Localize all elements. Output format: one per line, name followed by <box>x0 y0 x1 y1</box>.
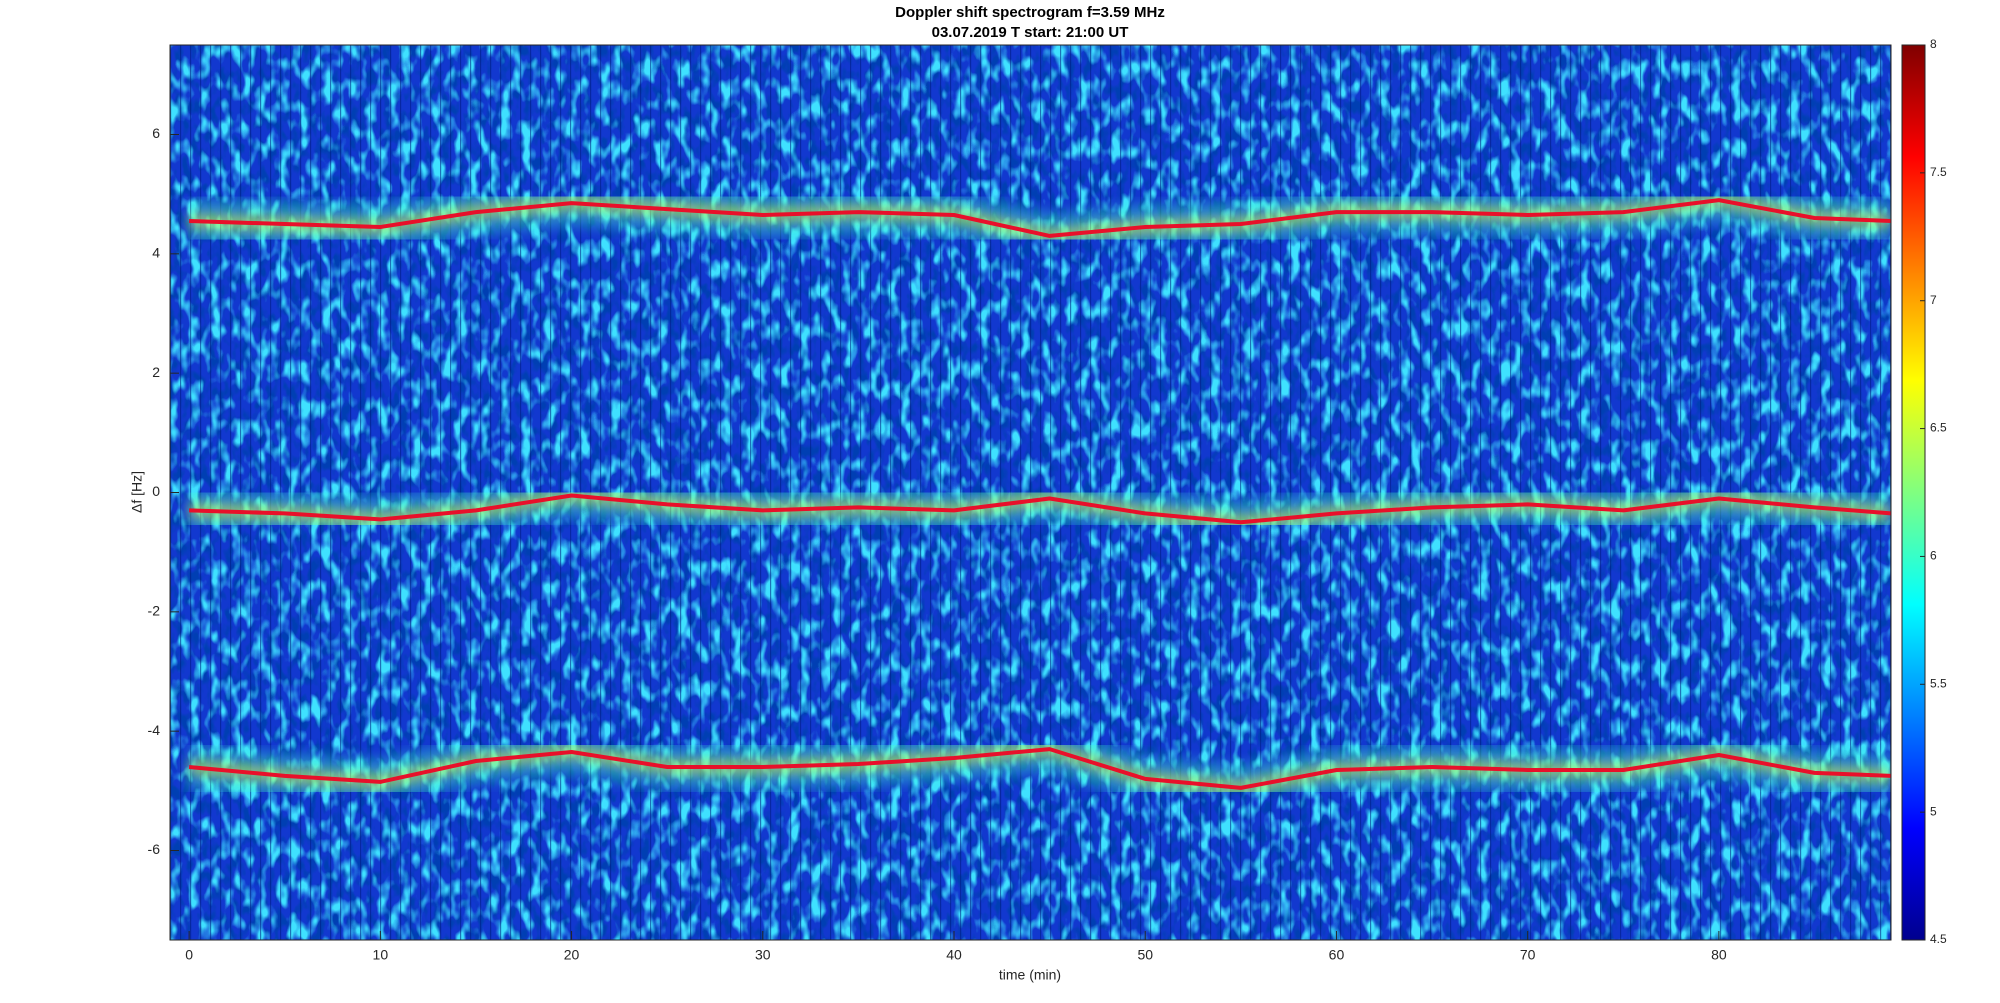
colorbar-tick-label: 8 <box>1930 37 1937 51</box>
colorbar-tick-label: 5.5 <box>1930 676 1947 690</box>
traces <box>186 176 1891 812</box>
y-axis-label: Δf [Hz] <box>129 471 145 513</box>
colorbar-tick-label: 4.5 <box>1930 932 1947 946</box>
x-tick-label: 70 <box>1520 947 1536 963</box>
spectrogram-background <box>170 45 1891 940</box>
trace-line <box>188 747 1891 790</box>
x-tick-label: 10 <box>373 947 389 963</box>
colorbar <box>1901 44 1926 941</box>
x-axis-label: time (min) <box>999 967 1061 983</box>
y-tick-label: -6 <box>148 841 161 857</box>
colorbar-tick-label: 6.5 <box>1930 421 1947 435</box>
y-tick-label: 0 <box>152 483 160 499</box>
x-tick-label: 80 <box>1711 947 1727 963</box>
x-tick-label: 40 <box>946 947 962 963</box>
trace-line <box>189 198 1891 238</box>
y-tick-label: -2 <box>148 603 161 619</box>
x-tick-label: 30 <box>755 947 771 963</box>
colorbar-tick-label: 5 <box>1930 804 1937 818</box>
chart-subtitle: 03.07.2019 T start: 21:00 UT <box>932 24 1129 41</box>
x-tick-label: 0 <box>185 947 193 963</box>
x-tick-label: 50 <box>1137 947 1153 963</box>
y-tick-label: 2 <box>152 364 160 380</box>
trace-line <box>189 493 1891 525</box>
x-tick-label: 60 <box>1329 947 1345 963</box>
y-tick-label: 4 <box>152 245 160 261</box>
colorbar-tick-label: 6 <box>1930 549 1937 563</box>
chart-title: Doppler shift spectrogram f=3.59 MHz <box>895 4 1165 21</box>
colorbar-tick-label: 7 <box>1930 293 1937 307</box>
y-tick-label: -4 <box>148 722 161 738</box>
colorbar-tick-label: 7.5 <box>1930 165 1947 179</box>
x-tick-label: 20 <box>564 947 580 963</box>
y-tick-label: 6 <box>152 125 160 141</box>
